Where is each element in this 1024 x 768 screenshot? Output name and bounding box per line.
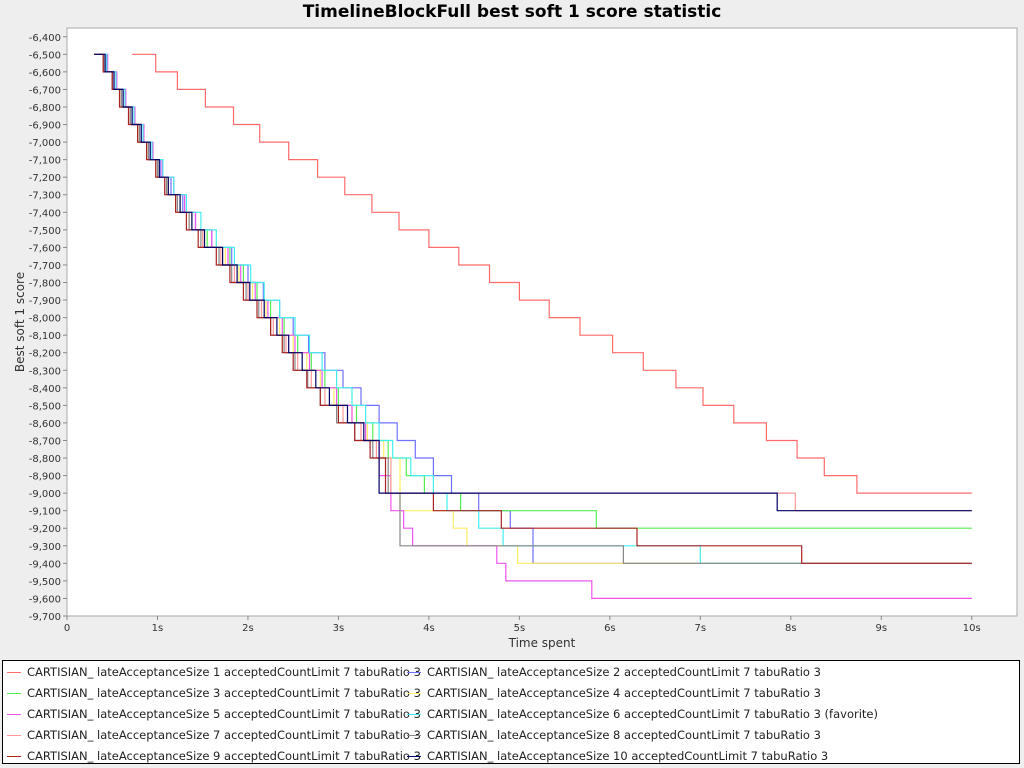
y-tick-label: -7,300 <box>29 191 61 202</box>
legend-item-2: CARTISIAN_ lateAcceptanceSize 2 accepted… <box>407 662 821 682</box>
series-line-10 <box>94 53 972 512</box>
x-tick-label: 6s <box>604 623 616 634</box>
legend-swatch <box>7 671 21 673</box>
chart-title: TimelineBlockFull best soft 1 score stat… <box>302 2 722 22</box>
legend-label: CARTISIAN_ lateAcceptanceSize 8 accepted… <box>427 728 821 742</box>
y-tick-label: -8,000 <box>29 314 61 325</box>
legend-item-8: CARTISIAN_ lateAcceptanceSize 8 accepted… <box>407 725 821 745</box>
y-tick-label: -6,400 <box>29 33 61 44</box>
x-tick-label: 7s <box>695 623 707 634</box>
x-axis-label: Time spent <box>508 636 576 650</box>
y-tick-label: -8,300 <box>29 366 61 377</box>
y-tick-label: -7,200 <box>29 173 61 184</box>
y-tick-label: -7,600 <box>29 243 61 254</box>
y-tick-label: -9,400 <box>29 559 61 570</box>
y-tick-label: -8,900 <box>29 472 61 483</box>
legend-swatch <box>407 713 421 715</box>
y-tick-label: -9,100 <box>29 507 61 518</box>
legend-label: CARTISIAN_ lateAcceptanceSize 5 accepted… <box>27 707 421 721</box>
plot-area <box>66 27 1018 617</box>
chart-plot: -6,400 -6,500 -6,600 -6,700 -6,800 -6,900 -7,0… <box>13 27 1018 650</box>
y-tick-label: -7,100 <box>29 156 61 167</box>
y-tick-label: -6,900 <box>29 121 61 132</box>
y-tick-label: -8,100 <box>29 331 61 342</box>
y-tick-label: -7,900 <box>29 296 61 307</box>
legend-label: CARTISIAN_ lateAcceptanceSize 9 accepted… <box>27 749 421 763</box>
legend-label: CARTISIAN_ lateAcceptanceSize 6 accepted… <box>427 707 878 721</box>
y-tick-label: -6,800 <box>29 103 61 114</box>
x-tick-label: 2s <box>242 623 254 634</box>
y-tick-label: -6,500 <box>29 50 61 61</box>
legend-item-1: CARTISIAN_ lateAcceptanceSize 1 accepted… <box>7 662 421 682</box>
y-tick-label: -9,300 <box>29 542 61 553</box>
legend-item-6: CARTISIAN_ lateAcceptanceSize 6 accepted… <box>407 704 878 724</box>
y-tick-label: -8,600 <box>29 419 61 430</box>
legend-item-5: CARTISIAN_ lateAcceptanceSize 5 accepted… <box>7 704 421 724</box>
y-axis: -6,400 -6,500 -6,600 -6,700 -6,800 -6,900 -7,0… <box>29 33 67 623</box>
y-axis-label: Best soft 1 score <box>13 272 27 372</box>
x-tick-label: 8s <box>785 623 797 634</box>
legend-label: CARTISIAN_ lateAcceptanceSize 1 accepted… <box>27 665 421 679</box>
legend-swatch <box>407 734 421 736</box>
y-tick-label: -8,200 <box>29 349 61 360</box>
legend-swatch <box>407 692 421 694</box>
y-tick-label: -8,400 <box>29 384 61 395</box>
y-tick-label: -7,500 <box>29 226 61 237</box>
legend-label: CARTISIAN_ lateAcceptanceSize 7 accepted… <box>27 728 421 742</box>
y-tick-label: -9,200 <box>29 524 61 535</box>
x-tick-label: 1s <box>152 623 164 634</box>
series-line-1 <box>132 53 972 494</box>
legend-item-7: CARTISIAN_ lateAcceptanceSize 7 accepted… <box>7 725 421 745</box>
y-tick-label: -7,800 <box>29 279 61 290</box>
y-tick-label: -7,700 <box>29 261 61 272</box>
series-line-5 <box>94 53 972 599</box>
legend-swatch <box>407 755 421 757</box>
legend-swatch <box>7 734 21 736</box>
legend-label: CARTISIAN_ lateAcceptanceSize 4 accepted… <box>427 686 821 700</box>
x-axis: 0 1s 2s 3s 4s 5s 6s 7s 8s 9s 10s <box>64 616 981 634</box>
legend-label: CARTISIAN_ lateAcceptanceSize 10 accepte… <box>427 749 829 763</box>
legend-swatch <box>407 671 421 673</box>
legend-label: CARTISIAN_ lateAcceptanceSize 2 accepted… <box>427 665 821 679</box>
x-tick-label: 5s <box>514 623 526 634</box>
y-tick-label: -9,700 <box>29 612 61 623</box>
y-tick-label: -6,600 <box>29 68 61 79</box>
legend-swatch <box>7 713 21 715</box>
x-tick-label: 4s <box>423 623 435 634</box>
legend-swatch <box>7 692 21 694</box>
legend: CARTISIAN_ lateAcceptanceSize 1 accepted… <box>2 660 1020 764</box>
y-tick-label: -8,800 <box>29 454 61 465</box>
legend-item-10: CARTISIAN_ lateAcceptanceSize 10 accepte… <box>407 746 828 766</box>
y-tick-label: -9,600 <box>29 594 61 605</box>
y-tick-label: -7,000 <box>29 138 61 149</box>
x-tick-label: 9s <box>875 623 887 634</box>
y-tick-label: -8,700 <box>29 436 61 447</box>
legend-label: CARTISIAN_ lateAcceptanceSize 3 accepted… <box>27 686 421 700</box>
x-tick-label: 0 <box>64 623 70 634</box>
y-tick-label: -7,400 <box>29 208 61 219</box>
y-tick-label: -9,500 <box>29 577 61 588</box>
y-tick-label: -8,500 <box>29 401 61 412</box>
legend-item-4: CARTISIAN_ lateAcceptanceSize 4 accepted… <box>407 683 821 703</box>
y-tick-label: -6,700 <box>29 85 61 96</box>
legend-item-9: CARTISIAN_ lateAcceptanceSize 9 accepted… <box>7 746 421 766</box>
legend-item-3: CARTISIAN_ lateAcceptanceSize 3 accepted… <box>7 683 421 703</box>
x-tick-label: 3s <box>333 623 345 634</box>
series-lines <box>94 53 972 599</box>
legend-swatch <box>7 755 21 757</box>
x-tick-label: 10s <box>963 623 981 634</box>
y-tick-label: -9,000 <box>29 489 61 500</box>
